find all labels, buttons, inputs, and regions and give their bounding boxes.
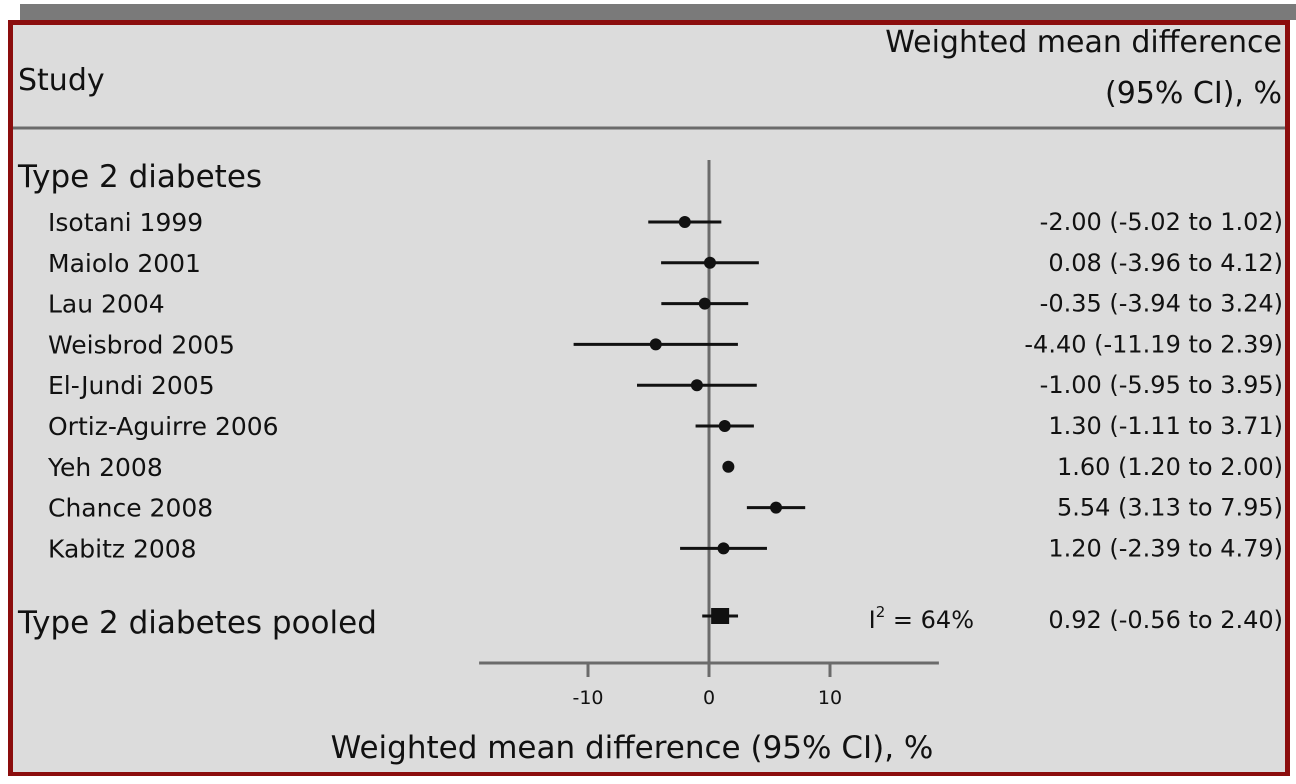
- estimate-label: 0.08 (-3.96 to 4.12): [1048, 249, 1283, 277]
- pooled-estimate-square: [711, 608, 730, 624]
- study-row: Isotani 1999 -2.00 (-5.02 to 1.02): [48, 208, 1283, 237]
- estimate-label: 5.54 (3.13 to 7.95): [1057, 494, 1283, 522]
- study-name: Kabitz 2008: [48, 534, 197, 563]
- pooled-row: Type 2 diabetes pooled I2 = 64% 0.92 (-0…: [17, 603, 1283, 641]
- study-name: Chance 2008: [48, 494, 213, 523]
- pooled-label: Type 2 diabetes pooled: [17, 605, 377, 641]
- point-estimate: [649, 338, 662, 351]
- study-row: Yeh 2008 1.60 (1.20 to 2.00): [47, 453, 1283, 482]
- study-row: Maiolo 2001 0.08 (-3.96 to 4.12): [48, 249, 1283, 278]
- point-estimate: [698, 297, 711, 310]
- study-row: Weisbrod 2005 -4.40 (-11.19 to 2.39): [48, 330, 1283, 359]
- point-estimate: [722, 460, 735, 473]
- study-name: Weisbrod 2005: [48, 330, 235, 359]
- study-row: Kabitz 2008 1.20 (-2.39 to 4.79): [48, 534, 1283, 563]
- point-estimate: [718, 420, 731, 432]
- top-frame-bar: [20, 4, 1296, 20]
- point-estimate: [690, 379, 703, 392]
- x-tick-label: 10: [818, 687, 842, 709]
- estimate-label: 1.60 (1.20 to 2.00): [1057, 453, 1283, 481]
- point-estimate: [703, 256, 716, 269]
- estimate-label: -1.00 (-5.95 to 3.95): [1040, 371, 1283, 399]
- effect-column-header-line1: Weighted mean difference: [885, 25, 1282, 60]
- study-name: Yeh 2008: [47, 453, 163, 482]
- heterogeneity-prefix: I: [869, 606, 876, 634]
- study-name: Maiolo 2001: [48, 249, 201, 278]
- heterogeneity-label: I2 = 64%: [869, 603, 974, 634]
- point-estimate: [678, 216, 691, 228]
- x-tick-label: 0: [703, 687, 715, 709]
- study-name: Isotani 1999: [48, 208, 203, 237]
- study-name: Lau 2004: [48, 290, 165, 319]
- study-name: Ortiz-Aguirre 2006: [48, 412, 279, 441]
- study-row: Chance 2008 5.54 (3.13 to 7.95): [48, 494, 1283, 523]
- heterogeneity-sup: 2: [876, 603, 886, 621]
- forest-plot-panel: [8, 20, 1290, 776]
- pooled-estimate-label: 0.92 (-0.56 to 2.40): [1048, 606, 1283, 634]
- study-row: Lau 2004 -0.35 (-3.94 to 3.24): [48, 290, 1283, 319]
- study-rows: Isotani 1999 -2.00 (-5.02 to 1.02) Maiolo …: [47, 208, 1283, 563]
- point-estimate: [770, 501, 783, 514]
- estimate-label: 1.20 (-2.39 to 4.79): [1048, 534, 1283, 562]
- x-tick-label: -10: [572, 687, 603, 709]
- x-axis-ticks: -10 0 10: [572, 663, 842, 709]
- study-column-header: Study: [18, 63, 105, 98]
- study-row: El-Jundi 2005 -1.00 (-5.95 to 3.95): [48, 371, 1283, 400]
- study-row: Ortiz-Aguirre 2006 1.30 (-1.11 to 3.71): [48, 412, 1283, 441]
- estimate-label: -4.40 (-11.19 to 2.39): [1024, 330, 1283, 358]
- estimate-label: -2.00 (-5.02 to 1.02): [1040, 208, 1283, 236]
- estimate-label: -0.35 (-3.94 to 3.24): [1040, 290, 1283, 318]
- group-heading: Type 2 diabetes: [17, 159, 262, 195]
- heterogeneity-value: = 64%: [885, 606, 974, 634]
- effect-column-header-line2: (95% CI), %: [1105, 76, 1282, 111]
- x-axis-title: Weighted mean difference (95% CI), %: [331, 730, 934, 766]
- estimate-label: 1.30 (-1.11 to 3.71): [1048, 412, 1283, 440]
- point-estimate: [717, 542, 730, 555]
- study-name: El-Jundi 2005: [48, 371, 215, 400]
